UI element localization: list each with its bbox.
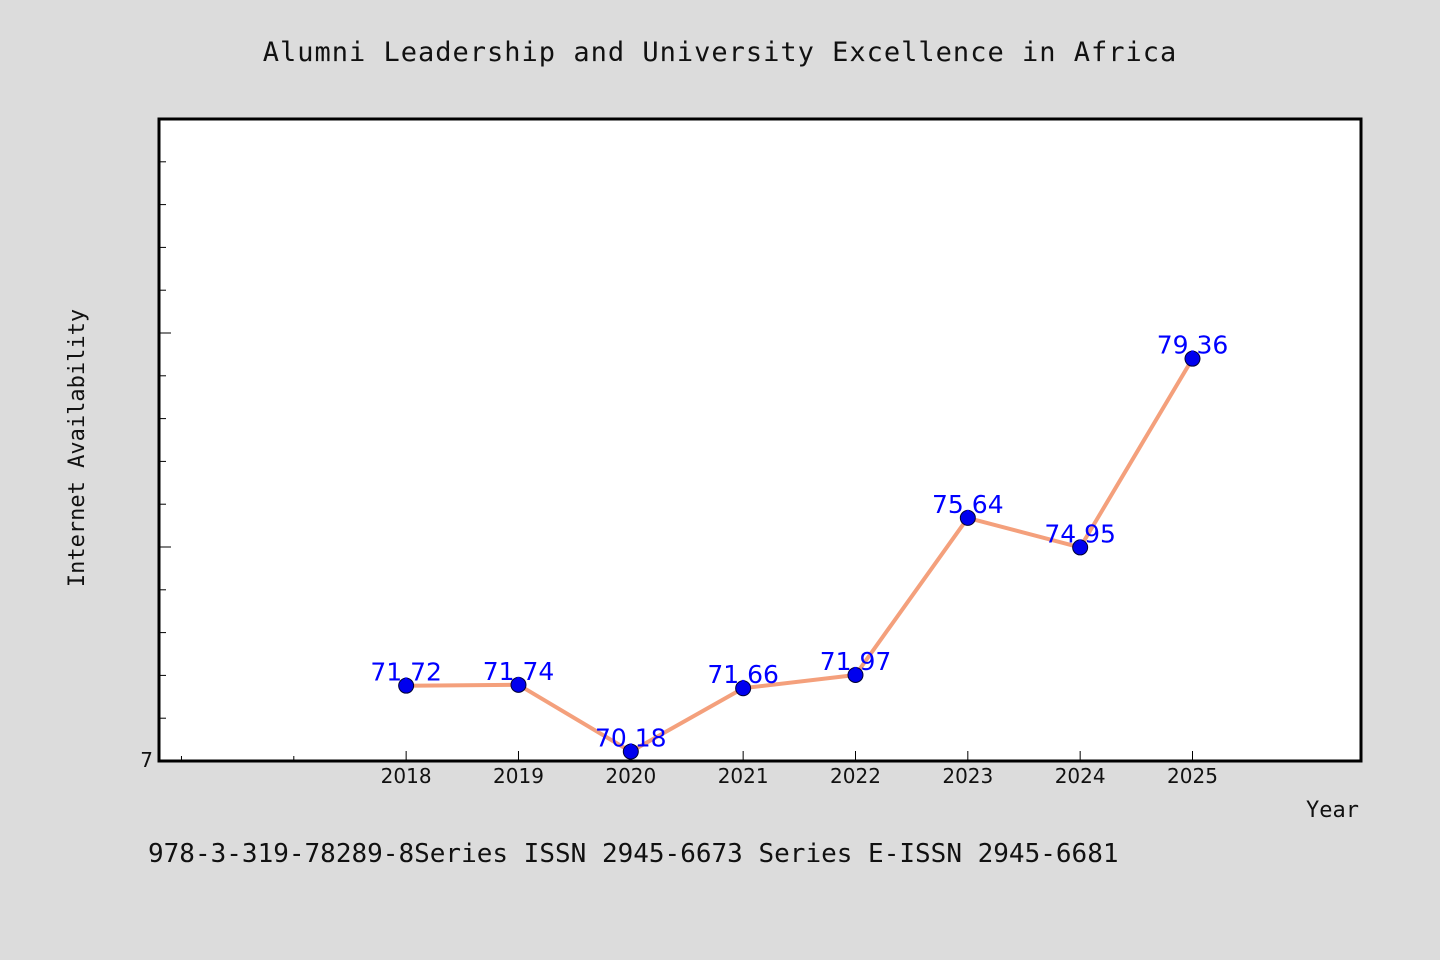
x-axis-label: Year bbox=[1306, 798, 1359, 823]
footer-text: 978-3-319-78289-8Series ISSN 2945-6673 S… bbox=[148, 839, 1119, 869]
data-label: 71.74 bbox=[483, 657, 555, 686]
y-axis-label: Internet Availability bbox=[65, 309, 90, 587]
y-axis-ticks: 7 bbox=[140, 161, 171, 772]
data-point bbox=[510, 676, 527, 693]
series-line bbox=[406, 357, 1195, 754]
x-tick-label: 2019 bbox=[493, 764, 544, 788]
data-point bbox=[1184, 350, 1201, 367]
data-label: 75.64 bbox=[932, 490, 1004, 519]
data-label: 71.97 bbox=[820, 647, 892, 676]
x-tick-label: 2025 bbox=[1167, 764, 1218, 788]
data-point bbox=[847, 666, 864, 683]
data-point bbox=[735, 680, 752, 697]
data-point bbox=[959, 509, 976, 526]
data-point bbox=[622, 743, 639, 760]
data-label: 71.66 bbox=[707, 660, 779, 689]
data-point bbox=[1072, 539, 1089, 556]
x-tick-label: 2018 bbox=[381, 764, 432, 788]
x-tick-label: 2020 bbox=[605, 764, 656, 788]
chart-title: Alumni Leadership and University Excelle… bbox=[263, 37, 1178, 68]
data-point bbox=[398, 677, 415, 694]
data-label: 79.36 bbox=[1157, 331, 1229, 360]
plot-area bbox=[157, 117, 1363, 763]
data-label: 74.95 bbox=[1044, 519, 1116, 548]
x-tick-label: 2023 bbox=[942, 764, 993, 788]
series-layer: 71.72 71.74 70.18 71.66 71.97 75.64 74.95 79.36 bbox=[370, 331, 1229, 760]
y-tick-label: 7 bbox=[140, 748, 153, 772]
data-label: 70.18 bbox=[595, 724, 667, 753]
data-label: 71.72 bbox=[370, 658, 442, 687]
x-axis-ticks: 2018 2019 2020 2021 2022 2023 2024 2025 bbox=[180, 751, 1218, 788]
x-tick-label: 2024 bbox=[1055, 764, 1106, 788]
x-tick-label: 2022 bbox=[830, 764, 881, 788]
x-tick-label: 2021 bbox=[718, 764, 769, 788]
